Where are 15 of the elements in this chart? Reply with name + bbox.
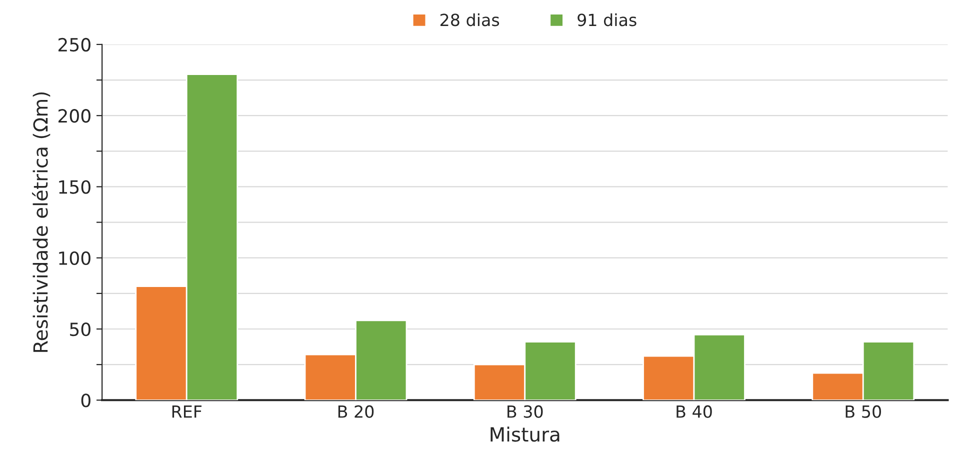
y-tick-label: 150 [59, 180, 90, 194]
x-tick-label: B 50 [846, 405, 881, 418]
legend-label: 28 dias [440, 13, 500, 26]
y-tick-label: 100 [59, 251, 90, 265]
y-axis-title: Resistividade elétrica (Ωm) [32, 92, 50, 352]
legend-label: 91 dias [578, 13, 636, 26]
x-tick-label: REF [172, 406, 202, 418]
x-tick-label: B 30 [508, 405, 543, 418]
x-tick-label: B 40 [676, 405, 712, 418]
y-tick-label: 50 [70, 322, 90, 336]
y-tick-label: 0 [81, 394, 90, 408]
x-tick-label: B 20 [338, 405, 374, 418]
y-tick-label: 200 [58, 109, 90, 123]
y-tick-label: 250 [58, 38, 90, 52]
x-axis-title: Mistura [490, 426, 560, 442]
